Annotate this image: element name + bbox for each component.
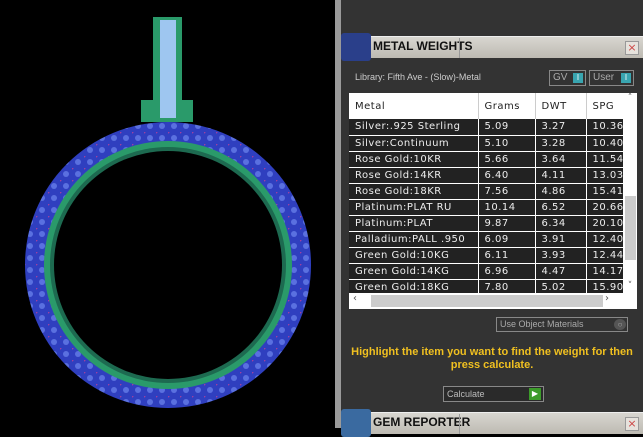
use-object-materials-toggle[interactable]: Use Object Materials ○ — [496, 317, 628, 332]
table-cell: 6.96 — [478, 263, 536, 280]
user-label: User — [593, 72, 615, 83]
vertical-scrollbar[interactable]: ˄ ˅ — [623, 93, 637, 293]
table-cell: 3.27 — [535, 119, 587, 136]
column-header-metal[interactable]: Metal — [349, 93, 479, 119]
table-row[interactable]: Platinum:PLAT 9.87 6.34 20.10 — [349, 215, 627, 232]
table-row[interactable]: Rose Gold:14KR 6.40 4.11 13.03 — [349, 167, 627, 184]
metal-weights-panel: METAL WEIGHTS × Library: Fifth Ave - (Sl… — [341, 0, 643, 437]
table-row[interactable]: Silver:.925 Sterling 5.09 3.27 10.36 — [349, 119, 627, 136]
horizontal-scrollbar[interactable]: ‹ › — [349, 293, 637, 309]
table-cell: Green Gold:10KG — [349, 247, 479, 264]
gem-reporter-titlebar[interactable]: GEM REPORTER × — [341, 409, 643, 437]
table-cell: Platinum:PLAT — [349, 215, 479, 232]
gv-label: GV — [553, 72, 568, 83]
table-cell: Rose Gold:14KR — [349, 167, 479, 184]
table-cell: 5.09 — [478, 119, 536, 136]
library-label: Library: Fifth Ave - (Slow)-Metal — [355, 72, 481, 82]
table-cell: 5.66 — [478, 151, 536, 168]
table-cell: 3.64 — [535, 151, 587, 168]
table-cell: 4.86 — [535, 183, 587, 200]
table-cell: 6.52 — [535, 199, 587, 216]
scale-icon — [341, 33, 371, 61]
hint-text: Highlight the item you want to find the … — [351, 346, 633, 371]
table-cell: Rose Gold:18KR — [349, 183, 479, 200]
calculate-button[interactable]: Calculate ▶ — [443, 386, 544, 402]
gv-toggle[interactable]: GV I — [549, 70, 586, 86]
table-cell: Green Gold:18KG — [349, 279, 479, 296]
use-object-materials-label: Use Object Materials — [500, 319, 584, 329]
3d-viewport[interactable] — [0, 0, 335, 428]
table-cell: 20.10 — [586, 215, 627, 232]
table-cell: Silver:.925 Sterling — [349, 119, 479, 136]
table-row[interactable]: Green Gold:14KG 6.96 4.47 14.17 — [349, 263, 627, 280]
table-row[interactable]: Green Gold:18KG 7.80 5.02 15.90 — [349, 279, 627, 296]
table-cell: 5.10 — [478, 135, 536, 152]
table-cell: 4.11 — [535, 167, 587, 184]
table-cell: 14.17 — [586, 263, 627, 280]
metal-weights-titlebar[interactable]: METAL WEIGHTS × — [341, 33, 643, 61]
table-cell: 4.47 — [535, 263, 587, 280]
panel-divider[interactable] — [335, 0, 341, 428]
table-cell: 12.40 — [586, 231, 627, 248]
table-cell: 10.14 — [478, 199, 536, 216]
table-cell: 3.93 — [535, 247, 587, 264]
table-cell: Green Gold:14KG — [349, 263, 479, 280]
pendant-model — [25, 17, 311, 408]
close-icon[interactable]: × — [625, 417, 639, 431]
gem-report-icon — [341, 409, 371, 437]
table-cell: Silver:Continuum — [349, 135, 479, 152]
column-header-dwt[interactable]: DWT — [535, 93, 587, 119]
table-row[interactable]: Rose Gold:10KR 5.66 3.64 11.54 — [349, 151, 627, 168]
close-icon[interactable]: × — [625, 41, 639, 55]
table-row[interactable]: Palladium:PALL .950 6.09 3.91 12.40 — [349, 231, 627, 248]
panel-title: METAL WEIGHTS — [373, 39, 473, 53]
table-cell: Platinum:PLAT RU — [349, 199, 479, 216]
table-cell: 10.40 — [586, 135, 627, 152]
table-cell: 13.03 — [586, 167, 627, 184]
table-row[interactable]: Rose Gold:18KR 7.56 4.86 15.41 — [349, 183, 627, 200]
user-toggle[interactable]: User I — [589, 70, 634, 86]
table-cell: 5.02 — [535, 279, 587, 296]
table-cell: 6.09 — [478, 231, 536, 248]
metal-table: Metal Grams DWT SPG Silver:.925 Sterling 5.0… — [349, 93, 637, 309]
table-cell: 7.56 — [478, 183, 536, 200]
table-cell: 15.41 — [586, 183, 627, 200]
radio-icon: ○ — [614, 319, 626, 330]
table-cell: 12.44 — [586, 247, 627, 264]
table-cell: 20.66 — [586, 199, 627, 216]
column-header-grams[interactable]: Grams — [478, 93, 536, 119]
table-cell: 6.40 — [478, 167, 536, 184]
panel-title: GEM REPORTER — [373, 415, 471, 429]
table-cell: 3.91 — [535, 231, 587, 248]
table-cell: 15.90 — [586, 279, 627, 296]
table-row[interactable]: Platinum:PLAT RU 10.14 6.52 20.66 — [349, 199, 627, 216]
column-header-spg[interactable]: SPG — [586, 93, 627, 119]
play-icon: ▶ — [529, 388, 541, 400]
calculate-label: Calculate — [447, 389, 485, 399]
table-cell: 9.87 — [478, 215, 536, 232]
table-cell: Rose Gold:10KR — [349, 151, 479, 168]
table-cell: Palladium:PALL .950 — [349, 231, 479, 248]
table-row[interactable]: Green Gold:10KG 6.11 3.93 12.44 — [349, 247, 627, 264]
table-row[interactable]: Silver:Continuum 5.10 3.28 10.40 — [349, 135, 627, 152]
table-cell: 6.34 — [535, 215, 587, 232]
table-cell: 10.36 — [586, 119, 627, 136]
table-cell: 11.54 — [586, 151, 627, 168]
table-cell: 6.11 — [478, 247, 536, 264]
table-cell: 3.28 — [535, 135, 587, 152]
